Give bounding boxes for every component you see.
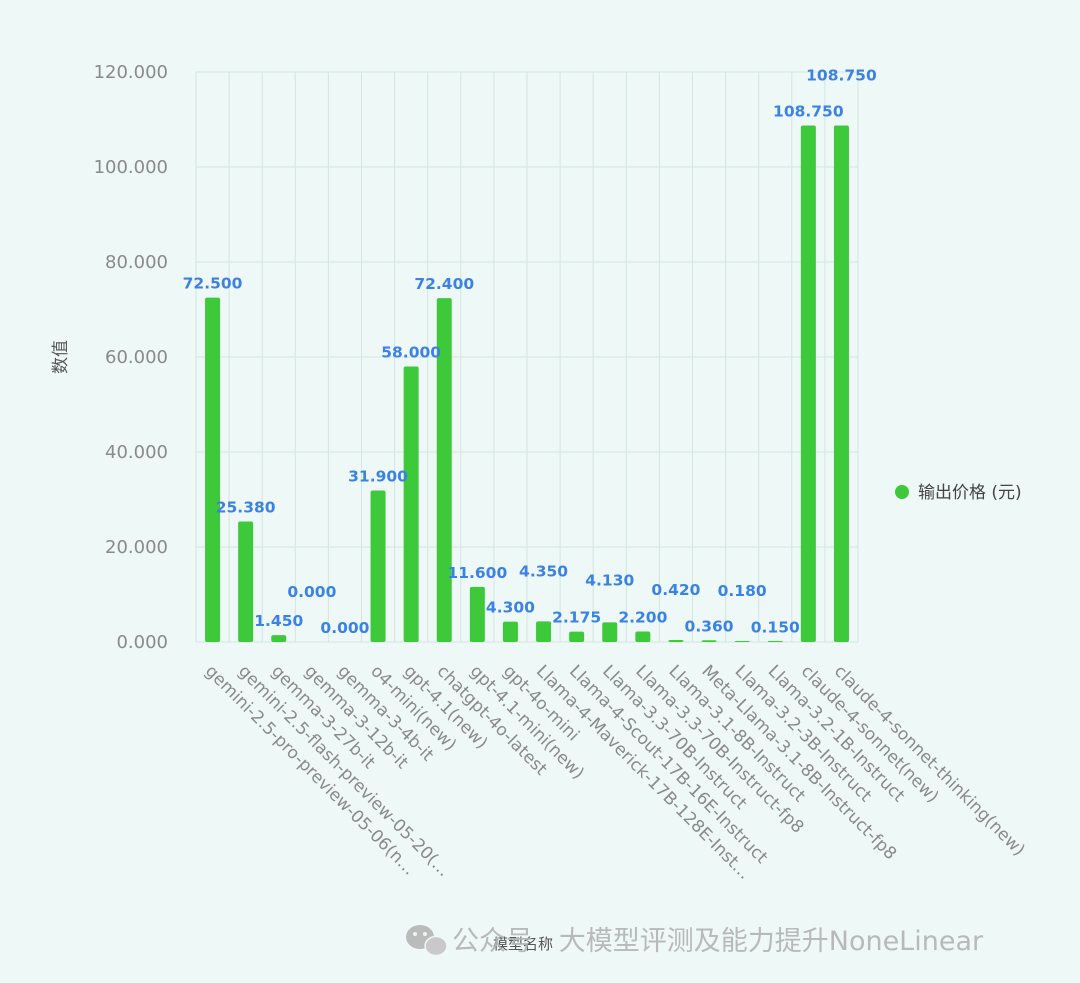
watermark-text: 公众号 · 大模型评测及能力提升NoneLinear [452,926,984,957]
bar[interactable] [469,586,485,642]
bar[interactable] [370,490,386,642]
bar[interactable] [833,125,849,642]
watermark: 公众号 · 大模型评测及能力提升NoneLinear [406,925,984,957]
bar[interactable] [767,641,783,642]
legend-label: 输出价格 (元) [918,483,1022,503]
data-label: 0.180 [718,582,767,600]
data-label: 11.600 [447,564,507,582]
data-label: 0.420 [651,581,700,599]
bar[interactable] [602,622,618,642]
wechat-icon [406,925,448,957]
bar[interactable] [635,631,651,642]
data-label: 72.400 [414,275,474,293]
gridlines [195,71,859,643]
bar[interactable] [436,298,452,642]
data-label: 25.380 [216,498,276,516]
data-label: 2.175 [552,609,601,627]
bar[interactable] [205,297,221,642]
data-label: 0.360 [685,617,734,635]
y-tick-label: 20.000 [105,537,168,558]
bar[interactable] [238,521,254,642]
y-axis-title: 数值 [51,340,71,374]
y-tick-label: 0.000 [116,632,168,653]
data-label: 72.500 [183,275,243,293]
data-labels: 72.500 25.380 1.450 0.000 0.000 31.900 58.000 7… [183,66,877,637]
bar[interactable] [668,640,684,642]
bar[interactable] [701,640,717,642]
legend-marker [895,485,909,499]
data-label: 31.900 [348,467,408,485]
data-label: 2.200 [618,609,667,627]
data-label: 0.000 [320,619,369,637]
data-label: 108.750 [806,66,877,84]
y-tick-label: 100.000 [94,157,168,178]
y-axis-ticks: 0.000 20.000 40.000 60.000 80.000 100.000 120.… [94,62,168,653]
data-label: 4.300 [486,599,535,617]
y-tick-label: 120.000 [94,62,168,83]
x-axis-title: 模型名称 [493,935,553,953]
legend[interactable]: 输出价格 (元) [895,483,1022,503]
data-label: 4.350 [519,562,568,580]
data-label: 0.000 [287,583,336,601]
bar[interactable] [403,366,419,643]
y-tick-label: 80.000 [105,252,168,273]
data-label: 1.450 [254,612,303,630]
bar[interactable] [536,621,552,642]
data-label: 4.130 [585,571,634,589]
data-label: 58.000 [381,344,441,362]
data-label: 108.750 [773,102,844,120]
bar[interactable] [800,125,816,642]
bar[interactable] [271,635,287,642]
y-tick-label: 60.000 [105,347,168,368]
bar[interactable] [569,631,585,642]
y-tick-label: 40.000 [105,442,168,463]
data-label: 0.150 [751,618,800,636]
bar[interactable] [502,621,518,642]
bars [205,125,849,642]
bar[interactable] [734,641,750,642]
